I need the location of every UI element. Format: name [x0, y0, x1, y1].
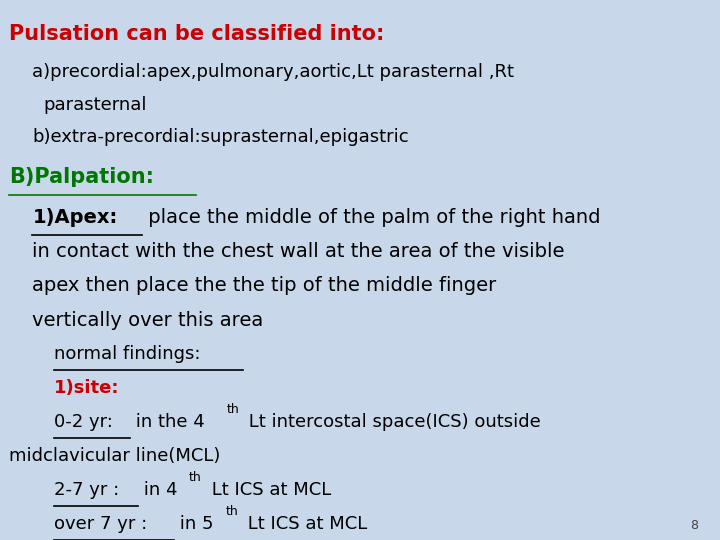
Text: a)precordial:apex,pulmonary,aortic,Lt parasternal ,Rt: a)precordial:apex,pulmonary,aortic,Lt pa…	[32, 63, 514, 81]
Text: 1)Apex:: 1)Apex:	[32, 208, 117, 227]
Text: Lt ICS at MCL: Lt ICS at MCL	[242, 515, 367, 532]
Text: th: th	[226, 403, 239, 416]
Text: Lt intercostal space(ICS) outside: Lt intercostal space(ICS) outside	[243, 413, 541, 430]
Text: 2-7 yr :: 2-7 yr :	[54, 481, 120, 498]
Text: B)Palpation:: B)Palpation:	[9, 167, 153, 187]
Text: in 5: in 5	[174, 515, 214, 532]
Text: 0-2 yr:: 0-2 yr:	[54, 413, 113, 430]
Text: 1)site:: 1)site:	[54, 379, 120, 396]
Text: in contact with the chest wall at the area of the visible: in contact with the chest wall at the ar…	[32, 242, 565, 261]
Text: in the 4: in the 4	[130, 413, 204, 430]
Text: place the middle of the palm of the right hand: place the middle of the palm of the righ…	[143, 208, 601, 227]
Text: normal findings:: normal findings:	[54, 345, 200, 362]
Text: b)extra-precordial:suprasternal,epigastric: b)extra-precordial:suprasternal,epigastr…	[32, 128, 409, 146]
Text: in 4: in 4	[138, 481, 178, 498]
Text: parasternal: parasternal	[43, 96, 147, 113]
Text: vertically over this area: vertically over this area	[32, 310, 264, 329]
Text: Lt ICS at MCL: Lt ICS at MCL	[206, 481, 331, 498]
Text: th: th	[189, 471, 202, 484]
Text: Pulsation can be classified into:: Pulsation can be classified into:	[9, 24, 384, 44]
Text: th: th	[225, 505, 238, 518]
Text: apex then place the the tip of the middle finger: apex then place the the tip of the middl…	[32, 276, 497, 295]
Text: 8: 8	[690, 519, 698, 532]
Text: midclavicular line(MCL): midclavicular line(MCL)	[9, 447, 220, 464]
Text: over 7 yr :: over 7 yr :	[54, 515, 148, 532]
